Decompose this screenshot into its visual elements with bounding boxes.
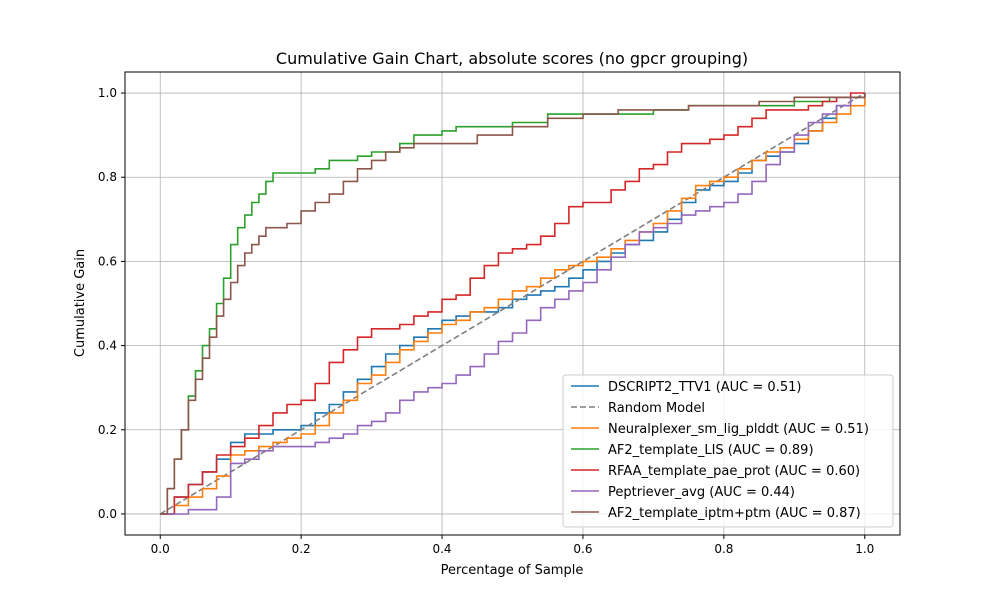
y-tick-label: 0.6 (98, 254, 117, 268)
series-layer (159, 92, 866, 515)
legend-label-6: Peptriever_avg (AUC = 0.44) (608, 485, 795, 500)
x-tick-label: 0.4 (432, 542, 451, 556)
y-tick-label: 1.0 (98, 86, 117, 100)
x-tick-label: 1.0 (855, 542, 874, 556)
legend-label-5: RFAA_template_pae_prot (AUC = 0.60) (608, 464, 860, 479)
y-tick-label: 0.4 (98, 339, 117, 353)
legend-label-1: DSCRIPT2_TTV1 (AUC = 0.51) (608, 380, 801, 395)
x-tick-label: 0.2 (292, 542, 311, 556)
series-line-6 (160, 93, 866, 515)
x-tick-label: 0.0 (151, 542, 170, 556)
legend-label-3: Neuralplexer_sm_lig_plddt (AUC = 0.51) (608, 422, 869, 437)
legend-label-7: AF2_template_iptm+ptm (AUC = 0.87) (608, 506, 861, 521)
legend-box (562, 374, 894, 528)
legend-label-2: Random Model (608, 401, 705, 416)
x-axis-label: Percentage of Sample (441, 563, 584, 578)
chart-title: Cumulative Gain Chart, absolute scores (… (276, 49, 748, 68)
y-tick-label: 0.8 (98, 170, 117, 184)
x-tick-label: 0.8 (714, 542, 733, 556)
plot-frame (124, 71, 901, 536)
legend: DSCRIPT2_TTV1 (AUC = 0.51) Random Model Ne… (562, 374, 894, 528)
series-line-7 (160, 93, 866, 515)
y-axis-label: Cumulative Gain (73, 249, 88, 357)
series-line-5 (160, 92, 865, 515)
x-tick-label: 0.6 (573, 542, 592, 556)
series-line-3 (160, 93, 866, 515)
y-tick-label: 0.0 (98, 507, 117, 521)
series-line-2 (159, 92, 866, 515)
legend-label-4: AF2_template_LIS (AUC = 0.89) (608, 443, 814, 458)
ticks: 0.0 0.2 0.4 0.6 0.8 1.0 0.0 0.2 0.4 0.6 0.8 1.0 (98, 86, 874, 556)
y-tick-label: 0.2 (98, 423, 117, 437)
